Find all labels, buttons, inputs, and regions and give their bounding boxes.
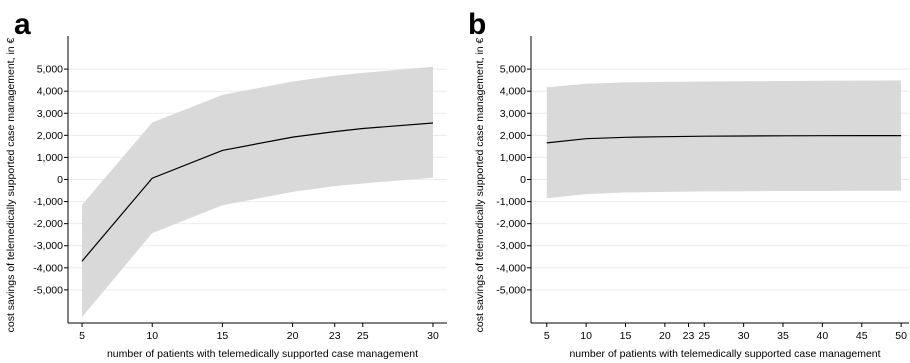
y-tick-label: 3,000 — [37, 108, 63, 120]
y-tick-label: -2,000 — [496, 218, 526, 230]
x-axis-label: number of patients with telemedically su… — [569, 348, 880, 360]
y-tick-label: -2,000 — [33, 218, 63, 230]
y-tick-label: -3,000 — [496, 240, 526, 252]
y-tick-label: -4,000 — [496, 262, 526, 274]
chart-panel-a: -5,000 -4,000 -3,000 -2,000 -1,000 0 1,000 2,00… — [5, 36, 447, 360]
y-tick-label: 3,000 — [500, 108, 526, 120]
y-tick-label: 4,000 — [500, 86, 526, 98]
chart-panel-b: -5,000 -4,000 -3,000 -2,000 -1,000 0 1,000 2,00… — [474, 36, 909, 360]
y-tick-label: 4,000 — [37, 86, 63, 98]
series-line — [546, 135, 902, 144]
y-axis-label: cost savings of telemedically supported … — [5, 37, 17, 332]
y-tick-label: -1,000 — [33, 196, 63, 208]
panel-label-b: b — [468, 8, 487, 41]
y-tick-label: -4,000 — [33, 262, 63, 274]
x-tick-label: 40 — [817, 330, 829, 342]
x-tick-label: 23 — [329, 330, 341, 342]
x-tick-label: 45 — [856, 330, 868, 342]
x-tick-label: 15 — [620, 330, 632, 342]
y-tick-label: 0 — [57, 174, 63, 186]
x-tick-label: 5 — [544, 330, 550, 342]
x-axis-label: number of patients with telemedically su… — [107, 348, 418, 360]
x-tick-label: 10 — [146, 330, 158, 342]
x-tick-label: 20 — [659, 330, 671, 342]
x-tick-label: 23 — [683, 330, 695, 342]
y-tick-label: -1,000 — [496, 196, 526, 208]
y-tick-label: 1,000 — [37, 152, 63, 164]
x-tick-label: 25 — [357, 330, 369, 342]
x-tick-label: 30 — [427, 330, 439, 342]
y-tick-label: 5,000 — [500, 64, 526, 76]
y-tick-label: 2,000 — [37, 130, 63, 142]
x-tick-label: 35 — [777, 330, 789, 342]
y-tick-label: 1,000 — [500, 152, 526, 164]
series-line — [81, 122, 434, 262]
x-tick-label: 20 — [287, 330, 299, 342]
y-tick-label: -5,000 — [496, 284, 526, 296]
y-tick-label: 0 — [520, 174, 526, 186]
x-tick-label: 15 — [217, 330, 229, 342]
panel-label-a: a — [14, 8, 31, 41]
confidence-band — [82, 66, 433, 317]
y-tick-label: -5,000 — [33, 284, 63, 296]
confidence-band — [546, 80, 902, 199]
y-axis-label: cost savings of telemedically supported … — [474, 37, 486, 332]
x-tick-label: 5 — [79, 330, 85, 342]
x-tick-label: 10 — [580, 330, 592, 342]
y-tick-label: -3,000 — [33, 240, 63, 252]
x-tick-label: 30 — [738, 330, 750, 342]
y-tick-label: 5,000 — [37, 64, 63, 76]
x-tick-label: 50 — [895, 330, 907, 342]
x-tick-label: 25 — [698, 330, 710, 342]
y-tick-label: 2,000 — [500, 130, 526, 142]
